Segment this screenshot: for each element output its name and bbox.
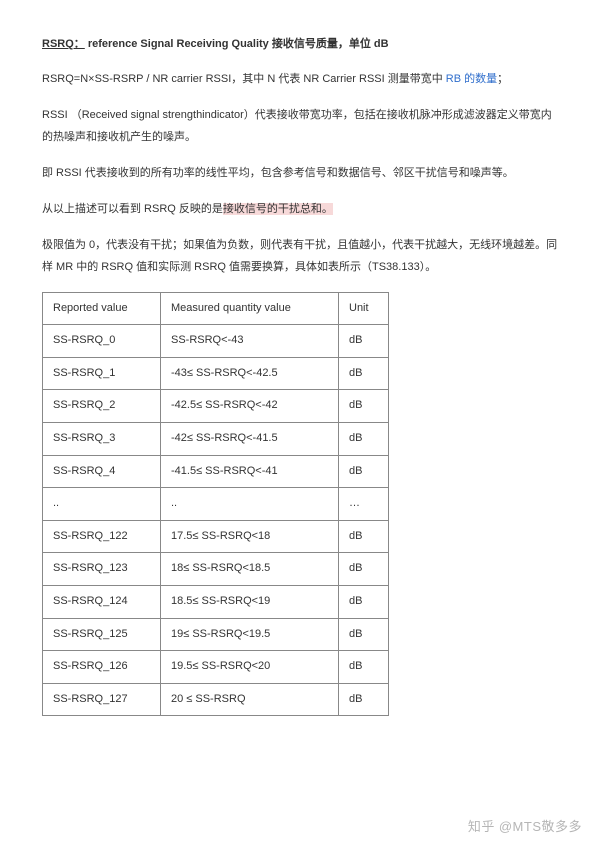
- table-row: SS-RSRQ_2-42.5≤ SS-RSRQ<-42dB: [43, 390, 389, 423]
- cell-measured: 19.5≤ SS-RSRQ<20: [161, 651, 339, 684]
- para1-post: ；: [497, 73, 508, 85]
- table-body: SS-RSRQ_0SS-RSRQ<-43dBSS-RSRQ_1-43≤ SS-R…: [43, 325, 389, 716]
- cell-unit: dB: [339, 357, 389, 390]
- cell-reported: SS-RSRQ_2: [43, 390, 161, 423]
- cell-unit: dB: [339, 585, 389, 618]
- table-header-row: Reported value Measured quantity value U…: [43, 292, 389, 325]
- cell-measured: 19≤ SS-RSRQ<19.5: [161, 618, 339, 651]
- para1-pre: RSRQ=N×SS-RSRP / NR carrier RSSI，其中 N 代表…: [42, 73, 446, 85]
- cell-measured: -41.5≤ SS-RSRQ<-41: [161, 455, 339, 488]
- cell-unit: dB: [339, 422, 389, 455]
- cell-measured: 20 ≤ SS-RSRQ: [161, 683, 339, 716]
- cell-unit: dB: [339, 651, 389, 684]
- section-heading: RSRQ： reference Signal Receiving Quality…: [42, 36, 558, 54]
- cell-reported: SS-RSRQ_126: [43, 651, 161, 684]
- paragraph-limit-value: 极限值为 0，代表没有干扰；如果值为负数，则代表有干扰，且值越小，代表干扰越大，…: [42, 234, 558, 278]
- table-row: SS-RSRQ_12619.5≤ SS-RSRQ<20dB: [43, 651, 389, 684]
- heading-term: RSRQ：: [42, 38, 85, 50]
- cell-measured: -42≤ SS-RSRQ<-41.5: [161, 422, 339, 455]
- watermark-handle: @MTS敬多多: [499, 817, 582, 838]
- cell-unit: dB: [339, 553, 389, 586]
- rsrq-mapping-table: Reported value Measured quantity value U…: [42, 292, 389, 717]
- col-reported: Reported value: [43, 292, 161, 325]
- para4-highlight: 接收信号的干扰总和。: [223, 203, 333, 215]
- table-row: SS-RSRQ_4-41.5≤ SS-RSRQ<-41dB: [43, 455, 389, 488]
- cell-reported: SS-RSRQ_124: [43, 585, 161, 618]
- cell-reported: SS-RSRQ_125: [43, 618, 161, 651]
- cell-reported: SS-RSRQ_122: [43, 520, 161, 553]
- cell-reported: SS-RSRQ_123: [43, 553, 161, 586]
- table-row: SS-RSRQ_3-42≤ SS-RSRQ<-41.5dB: [43, 422, 389, 455]
- cell-measured: -42.5≤ SS-RSRQ<-42: [161, 390, 339, 423]
- table-row: SS-RSRQ_12418.5≤ SS-RSRQ<19dB: [43, 585, 389, 618]
- cell-measured: 18.5≤ SS-RSRQ<19: [161, 585, 339, 618]
- cell-measured: ..: [161, 488, 339, 521]
- cell-measured: SS-RSRQ<-43: [161, 325, 339, 358]
- cell-reported: SS-RSRQ_1: [43, 357, 161, 390]
- table-row: SS-RSRQ_12720 ≤ SS-RSRQdB: [43, 683, 389, 716]
- table-row: SS-RSRQ_12217.5≤ SS-RSRQ<18dB: [43, 520, 389, 553]
- cell-unit: dB: [339, 325, 389, 358]
- paragraph-rsrq-reflects: 从以上描述可以看到 RSRQ 反映的是接收信号的干扰总和。: [42, 198, 558, 220]
- table-row: SS-RSRQ_0SS-RSRQ<-43dB: [43, 325, 389, 358]
- cell-reported: SS-RSRQ_3: [43, 422, 161, 455]
- cell-reported: SS-RSRQ_127: [43, 683, 161, 716]
- table-row: SS-RSRQ_12318≤ SS-RSRQ<18.5dB: [43, 553, 389, 586]
- col-unit: Unit: [339, 292, 389, 325]
- cell-reported: SS-RSRQ_4: [43, 455, 161, 488]
- paragraph-rssi-def: RSSI （Received signal strengthindicator）…: [42, 104, 558, 148]
- cell-measured: -43≤ SS-RSRQ<-42.5: [161, 357, 339, 390]
- cell-reported: SS-RSRQ_0: [43, 325, 161, 358]
- cell-unit: dB: [339, 618, 389, 651]
- table-row: SS-RSRQ_1-43≤ SS-RSRQ<-42.5dB: [43, 357, 389, 390]
- heading-definition: reference Signal Receiving Quality 接收信号质…: [88, 38, 389, 50]
- cell-unit: dB: [339, 390, 389, 423]
- rb-count-link[interactable]: RB 的数量: [446, 73, 497, 85]
- cell-unit: dB: [339, 520, 389, 553]
- paragraph-rssi-meaning: 即 RSSI 代表接收到的所有功率的线性平均，包含参考信号和数据信号、邻区干扰信…: [42, 162, 558, 184]
- table-row: ....…: [43, 488, 389, 521]
- cell-measured: 17.5≤ SS-RSRQ<18: [161, 520, 339, 553]
- paragraph-formula: RSRQ=N×SS-RSRP / NR carrier RSSI，其中 N 代表…: [42, 68, 558, 90]
- cell-unit: …: [339, 488, 389, 521]
- para4-pre: 从以上描述可以看到 RSRQ 反映的是: [42, 203, 223, 215]
- cell-unit: dB: [339, 683, 389, 716]
- col-measured: Measured quantity value: [161, 292, 339, 325]
- cell-reported: ..: [43, 488, 161, 521]
- watermark-logo: 知乎: [468, 817, 495, 838]
- cell-measured: 18≤ SS-RSRQ<18.5: [161, 553, 339, 586]
- cell-unit: dB: [339, 455, 389, 488]
- watermark: 知乎 @MTS敬多多: [468, 817, 582, 838]
- table-row: SS-RSRQ_12519≤ SS-RSRQ<19.5dB: [43, 618, 389, 651]
